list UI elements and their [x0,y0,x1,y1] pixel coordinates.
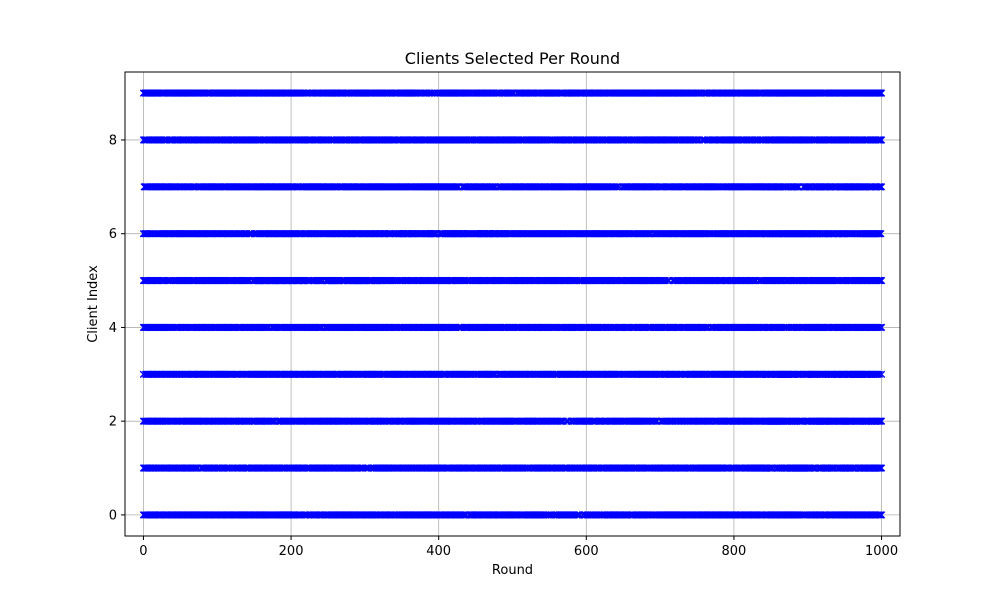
x-axis-title: Round [492,563,533,578]
chart-title: Clients Selected Per Round [405,49,620,68]
client-9-markers [139,89,886,97]
client-7-markers [140,183,886,191]
client-4-markers [139,323,886,332]
x-tick-label: 600 [574,544,599,559]
client-3-markers [139,370,886,378]
x-tick-label: 0 [139,544,147,559]
x-tick-label: 1000 [865,544,898,559]
client-6-markers [139,230,885,238]
x-axis-ticks: 0 200 400 600 800 1000 [139,536,898,559]
y-tick-label: 2 [109,415,117,430]
client-8-markers [139,136,886,144]
x-tick-label: 200 [279,544,304,559]
y-tick-label: 6 [109,227,117,242]
y-axis-title: Client Index [86,265,101,343]
y-tick-label: 4 [109,321,117,336]
client-1-markers [139,464,886,472]
data-markers [139,89,886,519]
y-tick-label: 8 [109,133,117,148]
client-2-markers [139,417,886,425]
x-tick-label: 800 [722,544,747,559]
y-axis-ticks: 0 2 4 6 8 [109,133,125,523]
plot-frame [124,71,901,537]
client-5-markers [139,276,886,285]
y-tick-label: 0 [109,508,117,523]
x-tick-label: 400 [426,544,451,559]
client-0-markers [139,511,886,519]
